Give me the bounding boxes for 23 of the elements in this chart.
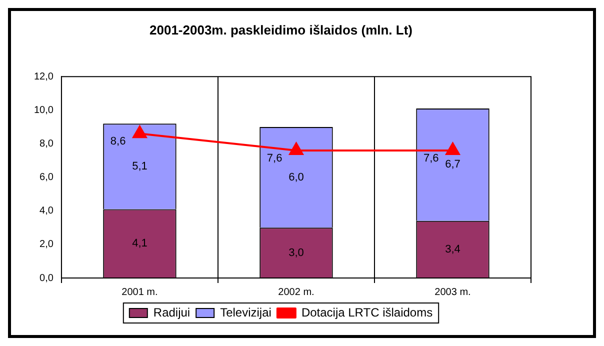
data-label: 4,1 bbox=[132, 238, 148, 250]
y-tick-label: 10,0 bbox=[34, 104, 54, 116]
y-tick-label: 0,0 bbox=[40, 272, 54, 284]
data-label: 8,6 bbox=[110, 136, 126, 148]
y-tick-label: 4,0 bbox=[40, 206, 54, 217]
legend-label: Televizijai bbox=[220, 305, 272, 320]
x-tick-label: 2002 m. bbox=[278, 286, 314, 298]
chart-title: 2001-2003m. paskleidimo išlaidos (mln. Lt) bbox=[150, 22, 412, 38]
legend-label: Radijui bbox=[153, 305, 190, 320]
legend-label: Dotacija LRTC išlaidoms bbox=[301, 305, 433, 320]
y-tick-label: 2,0 bbox=[40, 239, 54, 250]
data-label: 6,0 bbox=[288, 171, 304, 184]
y-tick-label: 8,0 bbox=[40, 138, 54, 150]
data-label: 6,7 bbox=[445, 158, 460, 171]
data-label: 3,4 bbox=[445, 244, 460, 256]
x-tick-label: 2001 m. bbox=[122, 286, 158, 298]
y-tick-label: 6,0 bbox=[40, 172, 54, 184]
data-label: 7,6 bbox=[423, 152, 439, 164]
data-label: 5,1 bbox=[132, 160, 148, 172]
data-label: 3,0 bbox=[288, 246, 304, 259]
y-tick-label: 12,0 bbox=[34, 71, 54, 82]
x-tick-label: 2003 m. bbox=[434, 286, 471, 298]
data-label: 7,6 bbox=[266, 152, 282, 164]
